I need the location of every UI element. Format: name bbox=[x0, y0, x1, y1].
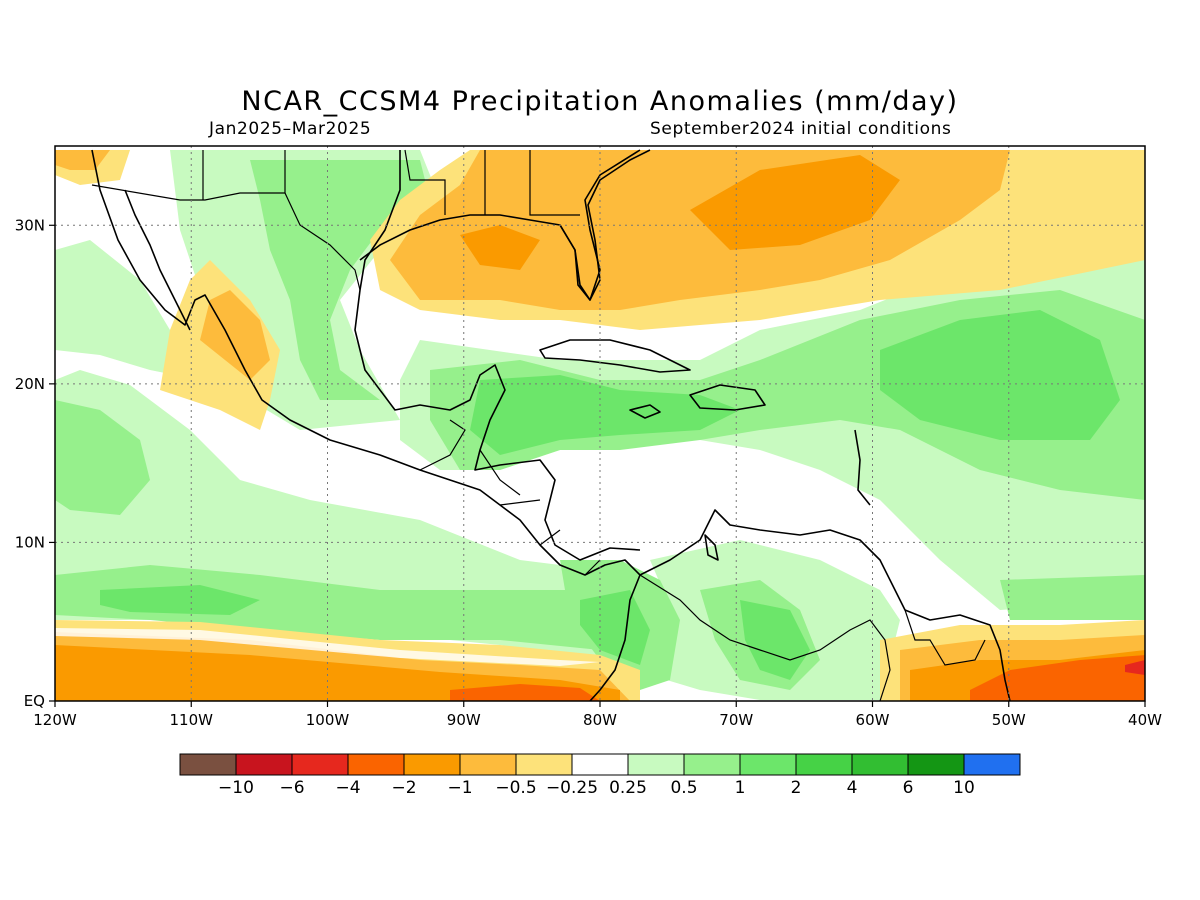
colorbar-swatch bbox=[403, 753, 461, 776]
border-us-mexico bbox=[91, 150, 286, 201]
coastline-cuba bbox=[539, 339, 691, 373]
colorbar-swatch bbox=[907, 753, 965, 776]
x-tick-label: 70W bbox=[719, 711, 753, 729]
colorbar-swatch bbox=[627, 753, 685, 776]
anomaly-orange-mexico-west bbox=[200, 290, 270, 380]
colorbar-label: 10 bbox=[953, 778, 975, 798]
colorbar-swatch bbox=[851, 753, 909, 776]
anomaly-yellow-atlantic-ne bbox=[1050, 160, 1145, 200]
anomaly-orange-equatorial bbox=[55, 645, 620, 701]
border-central-america bbox=[419, 419, 601, 576]
x-tick-label: 60W bbox=[856, 711, 890, 729]
anomaly-orange-atlantic-core bbox=[690, 155, 900, 250]
colorbar-label: 1 bbox=[735, 778, 746, 798]
colorbar-label: 2 bbox=[791, 778, 802, 798]
anomaly-orange-gulf-core bbox=[460, 225, 540, 270]
map-title: NCAR_CCSM4 Precipitation Anomalies (mm/d… bbox=[241, 86, 959, 117]
x-tick-label: 40W bbox=[1128, 711, 1162, 729]
border-texas bbox=[284, 192, 361, 291]
colorbar-label: −2 bbox=[391, 778, 416, 798]
anomaly-green-atlantic-core bbox=[880, 310, 1120, 440]
colorbar-swatch bbox=[179, 753, 237, 776]
lat-lon-grid bbox=[55, 146, 1145, 701]
forecast-period: Jan2025–Mar2025 bbox=[209, 119, 372, 139]
colorbar-label: −1 bbox=[447, 778, 472, 798]
coastline-baja bbox=[124, 189, 191, 331]
colorbar-swatch bbox=[571, 753, 629, 776]
coastline-florida bbox=[559, 149, 651, 301]
coastline-lake-maracaibo bbox=[704, 534, 719, 561]
anomaly-light-green-north-pacific bbox=[55, 240, 200, 380]
colorbar-swatch bbox=[291, 753, 349, 776]
anomaly-green-colombia-core bbox=[580, 590, 650, 665]
colorbar-swatch bbox=[795, 753, 853, 776]
colorbar-swatch bbox=[347, 753, 405, 776]
colorbar-label: 4 bbox=[847, 778, 858, 798]
colorbar-label: −10 bbox=[218, 778, 254, 798]
colorbar-label: −4 bbox=[335, 778, 360, 798]
x-tick-label: 80W bbox=[583, 711, 617, 729]
x-tick-label: 50W bbox=[992, 711, 1026, 729]
anomaly-green-pacific-west bbox=[55, 400, 150, 515]
colorbar-swatch bbox=[963, 753, 1021, 776]
map-axes: 120W 110W 100W 90W 80W 70W 60W 50W 40W EQ 10N 20N 30… bbox=[15, 216, 1162, 729]
colorbar-swatch bbox=[235, 753, 293, 776]
coastline-jamaica bbox=[629, 404, 661, 419]
colorbar-swatch bbox=[459, 753, 517, 776]
border-us-states bbox=[202, 149, 580, 216]
y-tick-label: 20N bbox=[15, 375, 45, 393]
anomaly-green-pacific-band-core bbox=[100, 585, 260, 615]
x-tick-label: 120W bbox=[33, 711, 77, 729]
political-boundaries bbox=[91, 149, 986, 701]
y-tick-label: 10N bbox=[15, 533, 45, 551]
colorbar-label: −6 bbox=[279, 778, 304, 798]
anomaly-red-orange-equatorial bbox=[450, 684, 600, 701]
anomaly-field bbox=[55, 146, 1145, 701]
x-tick-label: 110W bbox=[170, 711, 214, 729]
colorbar-label: −0.5 bbox=[495, 778, 536, 798]
x-tick-label: 90W bbox=[447, 711, 481, 729]
colorbar-label: 0.25 bbox=[609, 778, 647, 798]
anomaly-orange-northwest bbox=[55, 150, 110, 170]
colorbar-swatch bbox=[515, 753, 573, 776]
colorbar-label: 6 bbox=[903, 778, 914, 798]
colorbar-swatch bbox=[739, 753, 797, 776]
colorbar-label: 0.5 bbox=[670, 778, 697, 798]
colorbar-label: −0.25 bbox=[546, 778, 598, 798]
anomaly-green-venezuela-core bbox=[740, 600, 810, 680]
coastline-lesser-antilles bbox=[854, 429, 871, 506]
y-tick-label: EQ bbox=[24, 692, 45, 710]
x-tick-label: 100W bbox=[306, 711, 350, 729]
colorbar-swatch bbox=[683, 753, 741, 776]
initial-conditions: September2024 initial conditions bbox=[650, 119, 952, 139]
coastline-hispaniola bbox=[689, 384, 766, 411]
anomaly-green-caribbean-core bbox=[470, 375, 740, 455]
colorbar: −10 −6 −4 −2 −1 −0.5 −0.25 0.25 0.5 1 2 4 6 10 bbox=[179, 753, 1021, 798]
anomaly-green-atlantic-east bbox=[1000, 575, 1145, 620]
y-tick-label: 30N bbox=[15, 216, 45, 234]
coastline-south-america-north bbox=[639, 509, 1011, 701]
anomaly-red-atlantic-spot bbox=[1125, 660, 1145, 675]
border-south-america bbox=[639, 574, 986, 701]
coastline-mexico-pacific bbox=[91, 149, 641, 701]
anomaly-red-orange-brazil bbox=[970, 655, 1145, 701]
